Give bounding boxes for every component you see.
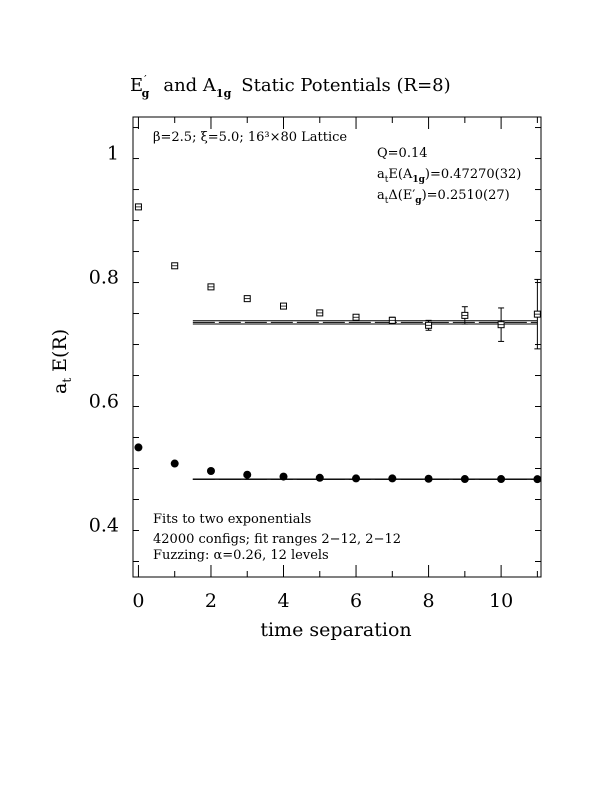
data-point-circle <box>460 475 469 484</box>
data-point-circle <box>388 474 397 483</box>
axis-ticks <box>133 117 541 577</box>
data-point-circle <box>533 475 542 484</box>
data-point-circle <box>315 473 324 482</box>
x-axis-label: time separation <box>260 619 411 641</box>
y-tick-label: 0.4 <box>89 514 119 536</box>
lattice-annotation: β=2.5; ξ=5.0; 16³×80 Lattice <box>153 130 347 145</box>
fit-lines <box>192 320 538 480</box>
x-tick-labels: 0 2 4 6 8 10 <box>132 590 513 612</box>
fit-method-annotation: Fits to two exponentials <box>153 512 311 527</box>
x-tick-label: 2 <box>205 590 217 612</box>
plot-frame <box>132 116 542 578</box>
data-point-circle <box>134 443 143 452</box>
q-annotation: Q=0.14 <box>377 146 428 161</box>
y-tick-label: 1 <box>107 142 119 164</box>
x-tick-label: 10 <box>489 590 513 612</box>
x-tick-label: 0 <box>132 590 144 612</box>
data-point-circle <box>206 466 215 475</box>
data-point-circle <box>497 475 506 484</box>
data-point-circle <box>279 472 288 481</box>
data-point-circle <box>424 474 433 483</box>
configs-annotation: 42000 configs; fit ranges 2−12, 2−12 <box>153 532 401 547</box>
y-tick-label: 0.8 <box>89 266 119 288</box>
data-point-circle <box>352 474 361 483</box>
y-tick-labels: 0.4 0.6 0.8 1 <box>89 142 119 536</box>
y-axis-label: atE(R) <box>49 329 74 394</box>
data-point-circle <box>243 470 252 479</box>
data-points <box>134 203 542 484</box>
energy-a1g-annotation: atE(A1g)=0.47270(32) <box>377 167 521 185</box>
x-tick-label: 6 <box>350 590 362 612</box>
x-tick-label: 4 <box>277 590 289 612</box>
data-point-circle <box>170 459 179 468</box>
chart-title: E′ g and A1g Static Potentials (R=8) <box>130 73 451 100</box>
x-tick-label: 8 <box>423 590 435 612</box>
energy-gap-annotation: atΔ(E′g)=0.2510(27) <box>377 188 510 206</box>
fuzzing-annotation: Fuzzing: α=0.26, 12 levels <box>153 548 329 563</box>
y-tick-label: 0.6 <box>89 390 119 412</box>
